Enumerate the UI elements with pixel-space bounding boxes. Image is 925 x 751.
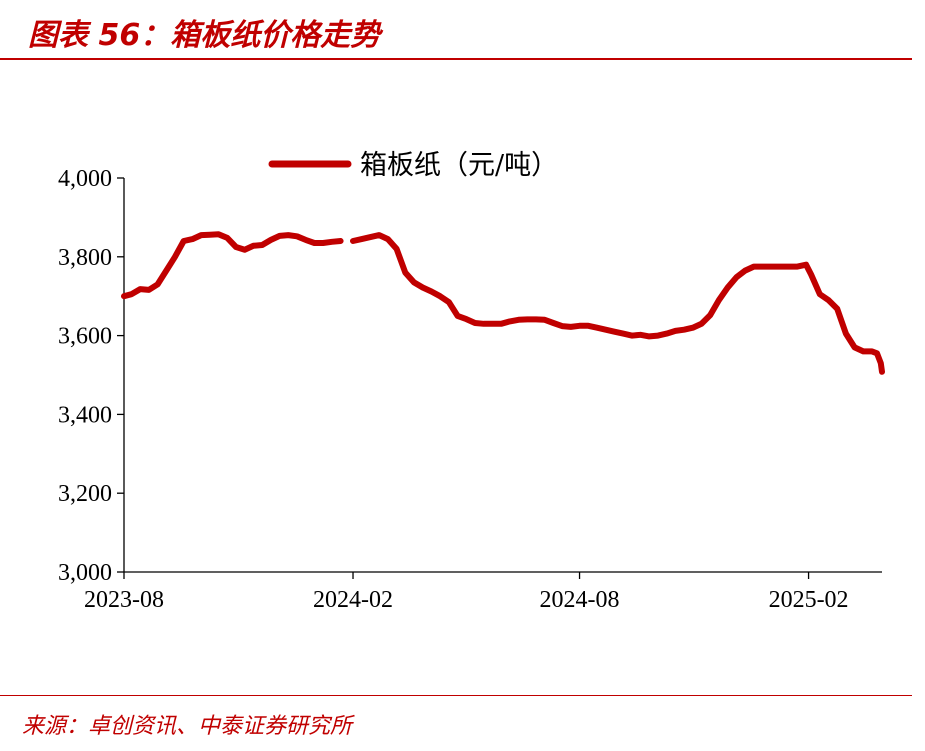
y-tick-label: 3,200 (58, 481, 112, 507)
y-tick-label: 3,600 (58, 324, 112, 350)
x-tick-label: 2024-08 (540, 587, 620, 613)
x-tick-label: 2023-08 (84, 587, 164, 613)
y-tick-label: 3,000 (58, 560, 112, 586)
x-tick-label: 2025-02 (769, 587, 849, 613)
y-tick-label: 3,800 (58, 245, 112, 271)
source-note: 来源：卓创资讯、中泰证券研究所 (22, 714, 353, 739)
footer-divider (0, 695, 912, 696)
axes (123, 178, 882, 573)
chart-title: 图表 56：箱板纸价格走势 (28, 18, 381, 53)
y-tick-label: 4,000 (58, 166, 112, 192)
y-tick-label: 3,400 (58, 402, 112, 428)
x-tick-label: 2024-02 (313, 587, 393, 613)
series-layer (121, 231, 885, 375)
legend: 箱板纸（元/吨） (268, 150, 558, 181)
legend-label: 箱板纸（元/吨） (360, 150, 558, 181)
header-divider (0, 58, 912, 60)
report-header: 图表 56：箱板纸价格走势 (0, 0, 912, 60)
series-line (121, 231, 344, 300)
x-axis-ticks: 2023-08 2024-02 2024-08 2025-02 (84, 572, 849, 613)
series-line (350, 232, 885, 375)
y-axis-ticks: 3,000 3,200 3,400 3,600 3,800 4,000 (58, 166, 124, 586)
